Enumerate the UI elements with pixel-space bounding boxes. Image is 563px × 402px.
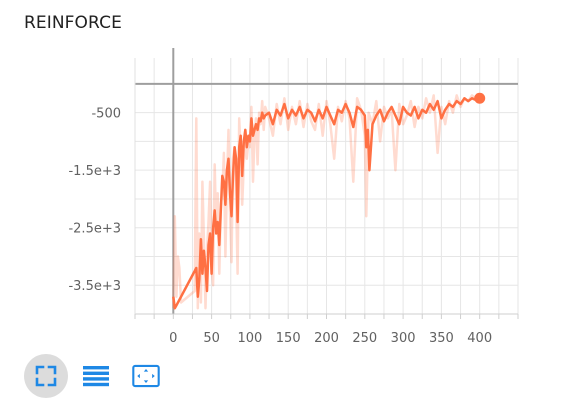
chart-toolbar <box>24 354 174 398</box>
x-tick-label: 0 <box>169 331 177 345</box>
x-tick-label: 50 <box>203 331 220 345</box>
chart-title: REINFORCE <box>24 13 122 33</box>
x-tick-label: 350 <box>429 331 454 345</box>
smoothed-series-line <box>172 97 481 310</box>
x-tick-label: 300 <box>391 331 416 345</box>
expand-button[interactable] <box>24 354 68 398</box>
x-tick-labels: 0 50 100 150 200 250 300 350 400 <box>169 331 492 345</box>
x-tick-label: 400 <box>467 331 492 345</box>
y-tick-label: -1.5e+3 <box>68 164 121 179</box>
x-tick-label: 200 <box>314 331 339 345</box>
reference-lines <box>135 48 518 314</box>
y-tick-label: -3.5e+3 <box>68 279 121 294</box>
list-icon <box>82 362 110 390</box>
y-tick-labels: -500 -1.5e+3 -2.5e+3 -3.5e+3 <box>68 107 121 295</box>
fullscreen-icon <box>32 362 60 390</box>
x-tick-label: 250 <box>352 331 377 345</box>
series-layer <box>172 94 481 310</box>
end-marker-layer <box>474 92 486 104</box>
fit-domain-icon <box>132 362 160 390</box>
x-tick-label: 100 <box>237 331 262 345</box>
toggle-data-button[interactable] <box>74 354 118 398</box>
axes <box>134 58 519 319</box>
y-tick-label: -500 <box>91 107 121 122</box>
series-end-marker[interactable] <box>474 92 486 104</box>
line-chart[interactable]: -500 -1.5e+3 -2.5e+3 -3.5e+3 0 50 100 150 200 25… <box>0 0 563 345</box>
fit-domain-button[interactable] <box>124 354 168 398</box>
y-tick-label: -2.5e+3 <box>68 222 121 237</box>
x-tick-label: 150 <box>276 331 301 345</box>
